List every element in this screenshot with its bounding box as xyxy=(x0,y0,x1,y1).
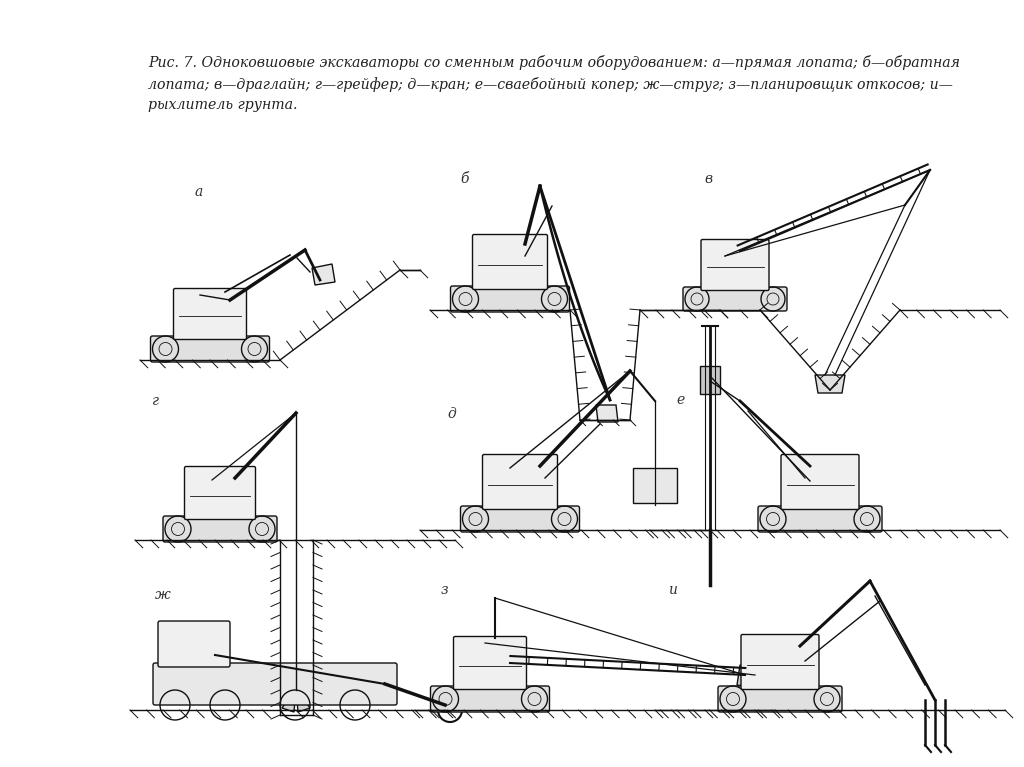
FancyBboxPatch shape xyxy=(184,466,256,519)
Polygon shape xyxy=(737,665,770,690)
Bar xyxy=(633,468,677,503)
FancyBboxPatch shape xyxy=(701,239,769,291)
Text: б: б xyxy=(460,172,469,186)
Text: г: г xyxy=(152,394,159,408)
Text: д: д xyxy=(447,407,456,421)
Text: з: з xyxy=(441,583,449,597)
FancyBboxPatch shape xyxy=(683,287,787,311)
FancyBboxPatch shape xyxy=(153,663,397,705)
Text: е: е xyxy=(676,393,684,407)
Text: Рис. 7. Одноковшовые экскаваторы со сменным рабочим оборудованием: а—прямая лопа: Рис. 7. Одноковшовые экскаваторы со смен… xyxy=(148,55,961,112)
FancyBboxPatch shape xyxy=(472,235,548,289)
Bar xyxy=(700,366,720,394)
Text: и: и xyxy=(668,583,677,597)
FancyBboxPatch shape xyxy=(781,455,859,509)
FancyBboxPatch shape xyxy=(173,288,247,340)
FancyBboxPatch shape xyxy=(482,455,557,509)
Polygon shape xyxy=(596,405,618,422)
FancyBboxPatch shape xyxy=(461,506,580,532)
Polygon shape xyxy=(312,264,335,285)
FancyBboxPatch shape xyxy=(454,637,526,690)
FancyBboxPatch shape xyxy=(718,686,842,712)
FancyBboxPatch shape xyxy=(741,634,819,690)
FancyBboxPatch shape xyxy=(163,516,278,542)
FancyBboxPatch shape xyxy=(158,621,230,667)
Text: в: в xyxy=(705,172,712,186)
FancyBboxPatch shape xyxy=(451,286,569,312)
FancyBboxPatch shape xyxy=(151,336,269,362)
Polygon shape xyxy=(815,375,845,393)
FancyBboxPatch shape xyxy=(758,506,882,532)
FancyBboxPatch shape xyxy=(430,686,550,712)
Polygon shape xyxy=(296,688,310,712)
Text: ж: ж xyxy=(155,588,171,602)
Text: а: а xyxy=(195,185,203,199)
Polygon shape xyxy=(282,688,296,712)
